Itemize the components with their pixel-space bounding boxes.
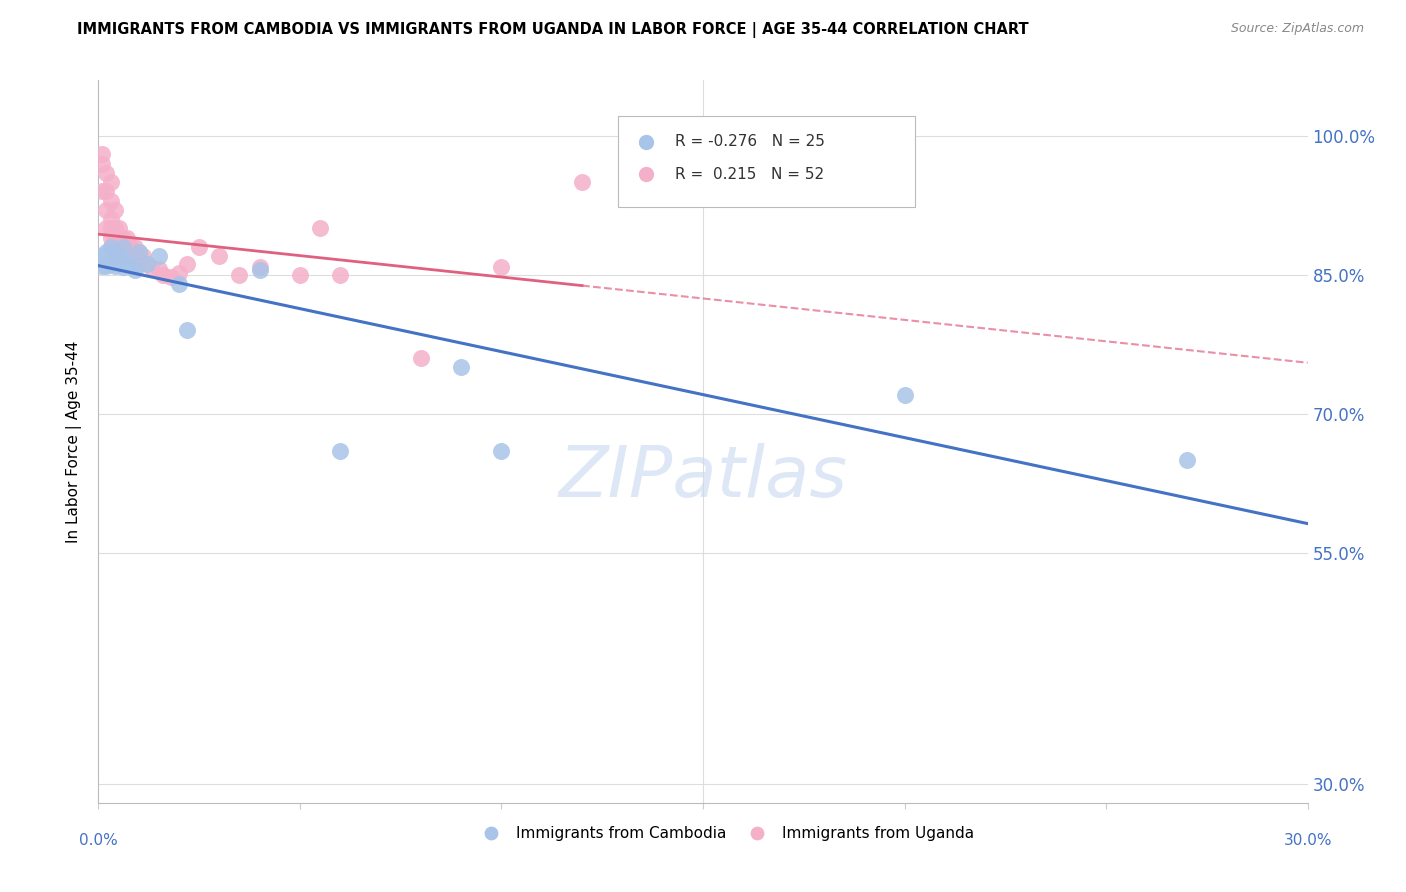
Point [91, 249, 114, 263]
Point [96, 185, 118, 199]
Text: ZIPatlas: ZIPatlas [558, 443, 848, 512]
Point [111, 240, 134, 254]
Point [91, 156, 114, 170]
Point [107, 240, 129, 254]
Text: R =  0.215   N = 52: R = 0.215 N = 52 [675, 167, 824, 182]
Point [120, 249, 142, 263]
Point [139, 260, 162, 275]
Point [329, 268, 352, 282]
Point [491, 443, 513, 458]
Text: IMMIGRANTS FROM CAMBODIA VS IMMIGRANTS FROM UGANDA IN LABOR FORCE | AGE 35-44 CO: IMMIGRANTS FROM CAMBODIA VS IMMIGRANTS F… [77, 22, 1029, 38]
Point [450, 360, 472, 375]
Point [111, 231, 134, 245]
Point [249, 260, 271, 275]
Point [148, 262, 170, 277]
Point [228, 268, 250, 282]
Point [167, 277, 190, 291]
Point [103, 249, 125, 263]
Point [100, 240, 122, 254]
Point [167, 266, 190, 280]
Point [188, 240, 211, 254]
Text: Source: ZipAtlas.com: Source: ZipAtlas.com [1230, 22, 1364, 36]
Point [103, 231, 125, 245]
Point [893, 388, 915, 402]
Point [135, 257, 157, 271]
Point [120, 240, 142, 254]
Point [571, 175, 593, 189]
FancyBboxPatch shape [619, 117, 915, 207]
Text: R = -0.276   N = 25: R = -0.276 N = 25 [675, 134, 825, 149]
Point [91, 185, 114, 199]
Point [103, 202, 125, 217]
Point [120, 259, 142, 273]
Point [115, 231, 138, 245]
Point [96, 166, 118, 180]
Point [176, 323, 198, 337]
Point [128, 257, 150, 271]
Point [249, 263, 271, 277]
Point [107, 221, 129, 235]
Point [115, 249, 138, 263]
Point [91, 147, 114, 161]
Point [96, 202, 118, 217]
Point [111, 249, 134, 263]
Point [208, 249, 231, 263]
Point [103, 244, 125, 259]
Point [100, 194, 122, 208]
Point [100, 240, 122, 254]
Point [1175, 453, 1198, 467]
Point [128, 244, 150, 259]
Point [111, 240, 134, 254]
Point [309, 221, 332, 235]
Text: 0.0%: 0.0% [79, 833, 118, 848]
Point [124, 240, 146, 254]
Point [107, 249, 129, 263]
Point [111, 260, 134, 275]
Text: Immigrants from Cambodia: Immigrants from Cambodia [516, 826, 725, 840]
Point [160, 269, 183, 284]
Point [100, 221, 122, 235]
Point [152, 268, 174, 282]
Point [288, 268, 311, 282]
Point [124, 263, 146, 277]
Text: Immigrants from Uganda: Immigrants from Uganda [782, 826, 974, 840]
Point [100, 231, 122, 245]
Point [107, 231, 129, 245]
Point [96, 244, 118, 259]
Point [103, 259, 125, 273]
Point [409, 351, 432, 366]
Text: 30.0%: 30.0% [1284, 833, 1331, 848]
Point [128, 244, 150, 259]
Point [96, 259, 118, 273]
Point [135, 257, 157, 271]
Point [103, 240, 125, 254]
Point [176, 257, 198, 271]
Point [491, 260, 513, 275]
Point [329, 443, 352, 458]
Point [96, 221, 118, 235]
Point [91, 259, 114, 273]
Point [100, 257, 122, 271]
Point [124, 249, 146, 263]
Point [115, 254, 138, 268]
Point [100, 212, 122, 227]
Point [132, 249, 155, 263]
Point [100, 175, 122, 189]
Point [107, 249, 129, 263]
Y-axis label: In Labor Force | Age 35-44: In Labor Force | Age 35-44 [66, 341, 83, 542]
Point [115, 240, 138, 254]
Point [148, 249, 170, 263]
Point [103, 221, 125, 235]
